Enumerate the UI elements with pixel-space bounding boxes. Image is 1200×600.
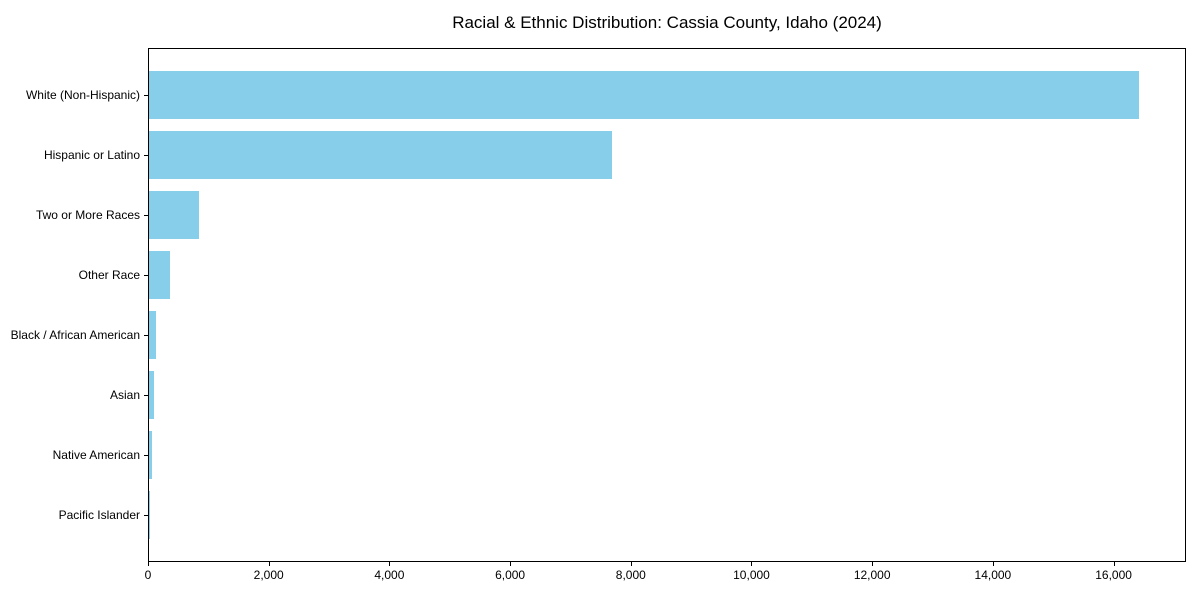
y-tick-label: Other Race [78, 268, 140, 282]
bar-white-non-hispanic [149, 71, 1139, 120]
bar-other-race [149, 251, 170, 299]
bar-native-american [149, 430, 152, 479]
bar-hispanic-or-latino [149, 131, 612, 180]
x-tick-mark [1113, 562, 1115, 566]
x-tick-mark [992, 562, 994, 566]
x-tick-mark [872, 562, 874, 566]
x-tick-mark [268, 562, 270, 566]
y-tick-label: Asian [109, 387, 140, 402]
y-tick-mark [144, 394, 148, 396]
y-tick-mark [144, 334, 148, 336]
y-tick-mark [144, 454, 148, 456]
x-tick-label: 4,000 [374, 568, 405, 582]
y-tick-mark [144, 155, 148, 157]
y-tick-label: Two or More Races [35, 208, 140, 223]
bar-asian [149, 370, 155, 419]
bar-pacific-islander [149, 490, 150, 539]
y-tick-mark [144, 95, 148, 97]
bar-two-or-more-races [149, 191, 200, 240]
y-tick-label: Native American [52, 447, 140, 462]
x-tick-mark [510, 562, 512, 566]
y-tick-mark [144, 275, 148, 276]
x-tick-label: 16,000 [1095, 568, 1132, 582]
bar-black-african-american [149, 310, 157, 359]
chart-title: Racial & Ethnic Distribution: Cassia Cou… [452, 13, 882, 32]
y-tick-mark [144, 215, 148, 217]
plot-area [148, 48, 1186, 562]
x-tick-label: 14,000 [974, 568, 1012, 582]
y-tick-mark [144, 514, 148, 516]
y-tick-label: Pacific Islander [58, 507, 140, 522]
x-tick-mark [389, 562, 391, 566]
x-tick-label: 0 [144, 568, 152, 582]
y-tick-label: Hispanic or Latino [43, 148, 140, 163]
x-tick-label: 12,000 [853, 568, 891, 582]
x-tick-label: 6,000 [495, 568, 526, 582]
x-tick-mark [148, 562, 149, 566]
x-tick-label: 8,000 [615, 568, 646, 582]
x-tick-mark [630, 562, 632, 566]
x-tick-mark [751, 562, 753, 566]
y-tick-label: Black / African American [10, 327, 140, 342]
y-tick-label: White (Non-Hispanic) [25, 88, 140, 103]
x-tick-label: 10,000 [733, 568, 770, 582]
x-tick-label: 2,000 [253, 568, 284, 582]
